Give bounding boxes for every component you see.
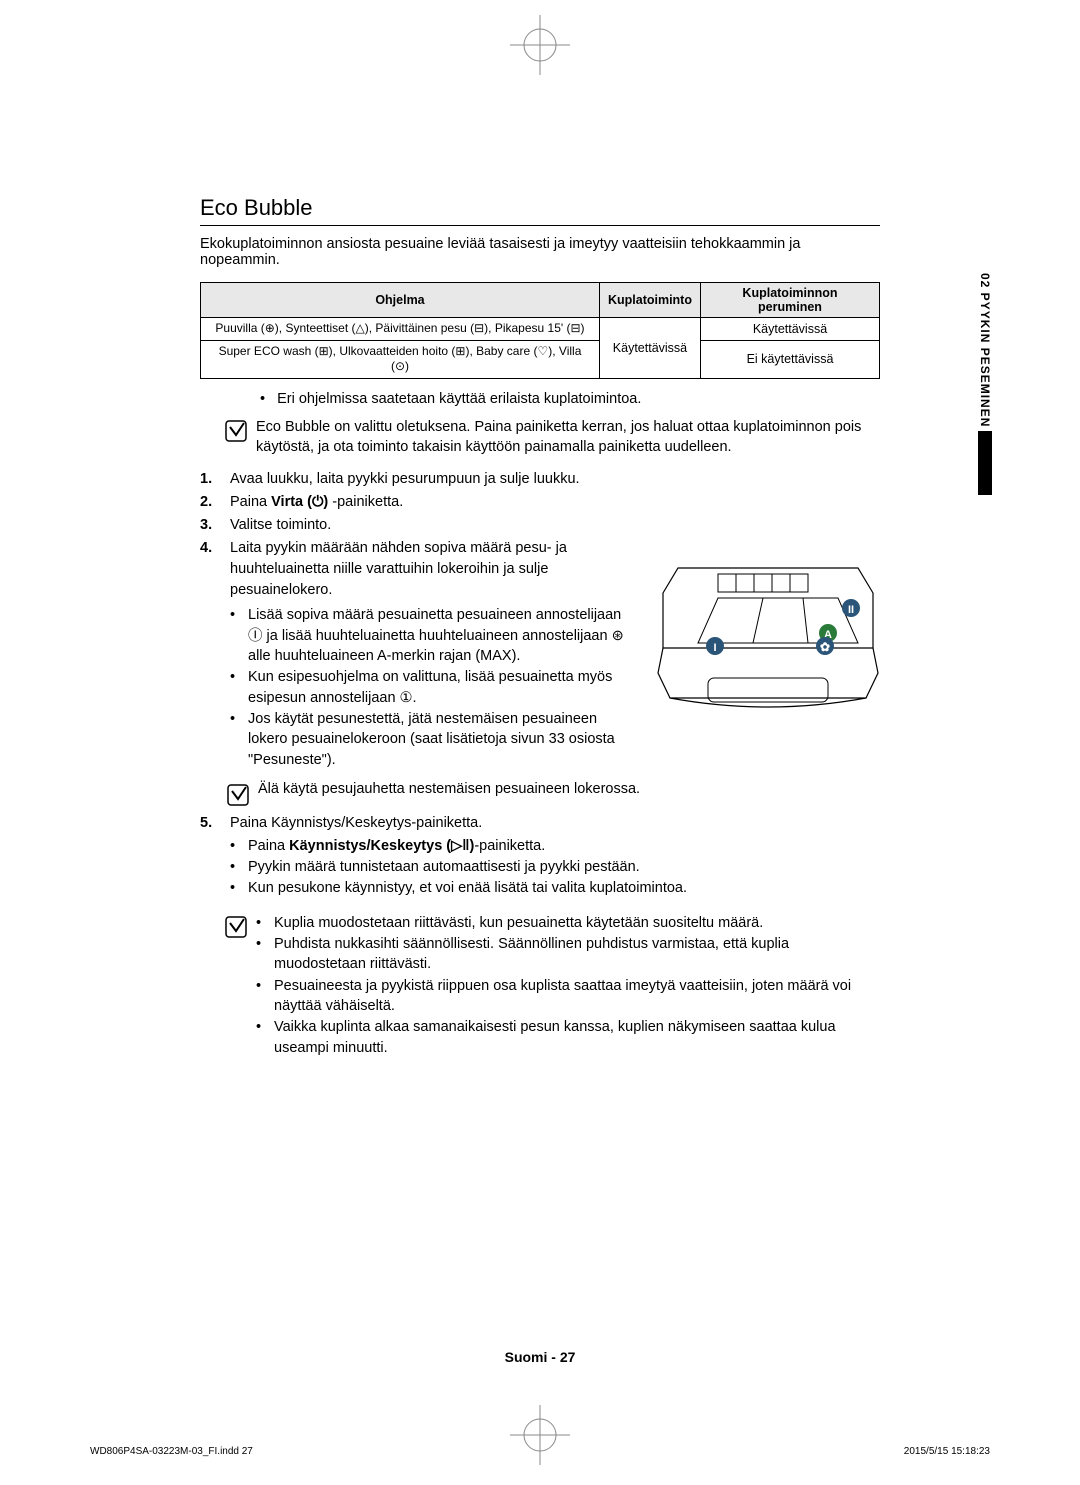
step-2-post: -painiketta. [328, 494, 403, 510]
step-3: Valitse toiminto. [200, 515, 880, 536]
cell-bubble: Käytettävissä [599, 318, 700, 379]
page-content: Eco Bubble Ekokuplatoiminnon ansiosta pe… [200, 195, 880, 1071]
step-4-bullet: Kun esipesuohjelma on valittuna, lisää p… [230, 667, 630, 708]
table-row: Puuvilla (⊕), Synteettiset (△), Päivittä… [201, 318, 880, 341]
step-5-bullet: Paina Käynnistys/Keskeytys (▷‖)-painiket… [230, 836, 880, 856]
step-2-bold: Virta (⏻) [271, 494, 328, 510]
final-note: Kuplia muodostetaan riittävästi, kun pes… [256, 913, 880, 933]
intro-text: Ekokuplatoiminnon ansiosta pesuaine levi… [200, 236, 880, 268]
step-4-note: Älä käytä pesujauhetta nestemäisen pesua… [226, 781, 880, 807]
step-3-text: Valitse toiminto. [230, 517, 331, 533]
dispenser-diagram: II A I ✿ [648, 538, 888, 738]
side-tab: 02 PYYKIN PESEMINEN [975, 273, 995, 495]
th-program: Ohjelma [201, 283, 600, 318]
info-bullet: • Eri ohjelmissa saatetaan käyttää erila… [260, 391, 880, 407]
note-icon [224, 419, 248, 443]
note-icon [226, 783, 250, 807]
side-tab-bar [978, 431, 992, 495]
cell-cancel: Ei käytettävissä [700, 340, 879, 378]
s5b1-post: -painiketta. [474, 838, 545, 854]
bullet-icon: • [260, 391, 265, 407]
th-bubble: Kuplatoiminto [599, 283, 700, 318]
cell-cancel: Käytettävissä [700, 318, 879, 341]
note-block: Eco Bubble on valittu oletuksena. Paina … [224, 417, 880, 458]
svg-text:I: I [713, 642, 716, 654]
note-text: Eco Bubble on valittu oletuksena. Paina … [256, 417, 880, 458]
step-5-text: Paina Käynnistys/Keskeytys-painiketta. [230, 815, 482, 831]
title-underline [200, 225, 880, 226]
table-row: Super ECO wash (⊞), Ulkovaatteiden hoito… [201, 340, 880, 378]
steps-list: Avaa luukku, laita pyykki pesurumpuun ja… [200, 469, 880, 770]
footer-timestamp: 2015/5/15 15:18:23 [904, 1446, 990, 1457]
step-4-intro: Laita pyykin määrään nähden sopiva määrä… [230, 540, 567, 598]
page-number: Suomi - 27 [505, 1349, 576, 1365]
program-table: Ohjelma Kuplatoiminto Kuplatoiminnon per… [200, 282, 880, 379]
step-4-bullet: Jos käytät pesunestettä, jätä nestemäise… [230, 709, 630, 770]
step-1: Avaa luukku, laita pyykki pesurumpuun ja… [200, 469, 880, 490]
svg-text:✿: ✿ [820, 640, 830, 654]
step-5: Paina Käynnistys/Keskeytys-painiketta. P… [200, 813, 880, 899]
steps-list-2: Paina Käynnistys/Keskeytys-painiketta. P… [200, 813, 880, 899]
final-note-block: Kuplia muodostetaan riittävästi, kun pes… [224, 913, 880, 1059]
crop-mark-bottom [510, 1405, 570, 1470]
step-2-pre: Paina [230, 494, 271, 510]
step-2: Paina Virta (⏻) -painiketta. [200, 492, 880, 513]
final-note: Vaikka kuplinta alkaa samanaikaisesti pe… [256, 1017, 880, 1058]
th-cancel: Kuplatoiminnon peruminen [700, 283, 879, 318]
section-title: Eco Bubble [200, 195, 880, 221]
step-5-bullet: Kun pesukone käynnistyy, et voi enää lis… [230, 878, 880, 898]
step-4: Laita pyykin määrään nähden sopiva määrä… [200, 538, 880, 770]
final-note: Pesuaineesta ja pyykistä riippuen osa ku… [256, 976, 880, 1017]
step-4-note-text: Älä käytä pesujauhetta nestemäisen pesua… [258, 781, 640, 807]
s5b1-pre: Paina [248, 838, 289, 854]
side-tab-label: 02 PYYKIN PESEMINEN [978, 273, 992, 427]
cell-program: Super ECO wash (⊞), Ulkovaatteiden hoito… [201, 340, 600, 378]
svg-text:II: II [848, 604, 854, 616]
note-icon [224, 915, 248, 939]
step-5-bullet: Pyykin määrä tunnistetaan automaattisest… [230, 857, 880, 877]
s5b1-bold: Käynnistys/Keskeytys (▷‖) [289, 838, 474, 854]
step-4-bullet: Lisää sopiva määrä pesuainetta pesuainee… [230, 605, 630, 666]
crop-mark-top [510, 15, 570, 80]
info-bullet-text: Eri ohjelmissa saatetaan käyttää erilais… [277, 391, 641, 407]
footer-file: WD806P4SA-03223M-03_FI.indd 27 [90, 1446, 253, 1457]
final-note: Puhdista nukkasihti säännöllisesti. Sään… [256, 934, 880, 975]
step-1-text: Avaa luukku, laita pyykki pesurumpuun ja… [230, 471, 580, 487]
cell-program: Puuvilla (⊕), Synteettiset (△), Päivittä… [201, 318, 600, 341]
